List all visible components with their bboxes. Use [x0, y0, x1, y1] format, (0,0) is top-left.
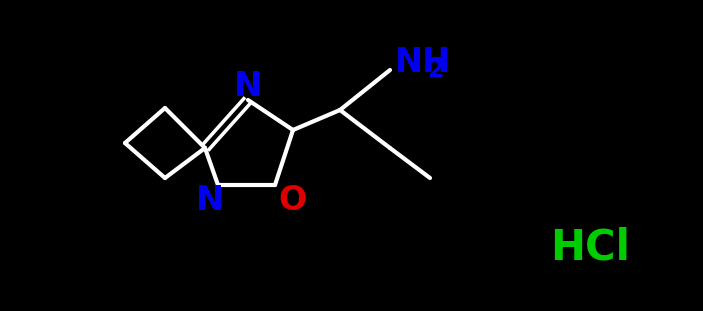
Text: N: N: [196, 184, 224, 217]
Text: O: O: [279, 184, 307, 217]
Text: N: N: [234, 69, 262, 103]
Text: 2: 2: [427, 58, 444, 82]
Text: HCl: HCl: [550, 227, 630, 269]
Text: NH: NH: [395, 45, 451, 78]
